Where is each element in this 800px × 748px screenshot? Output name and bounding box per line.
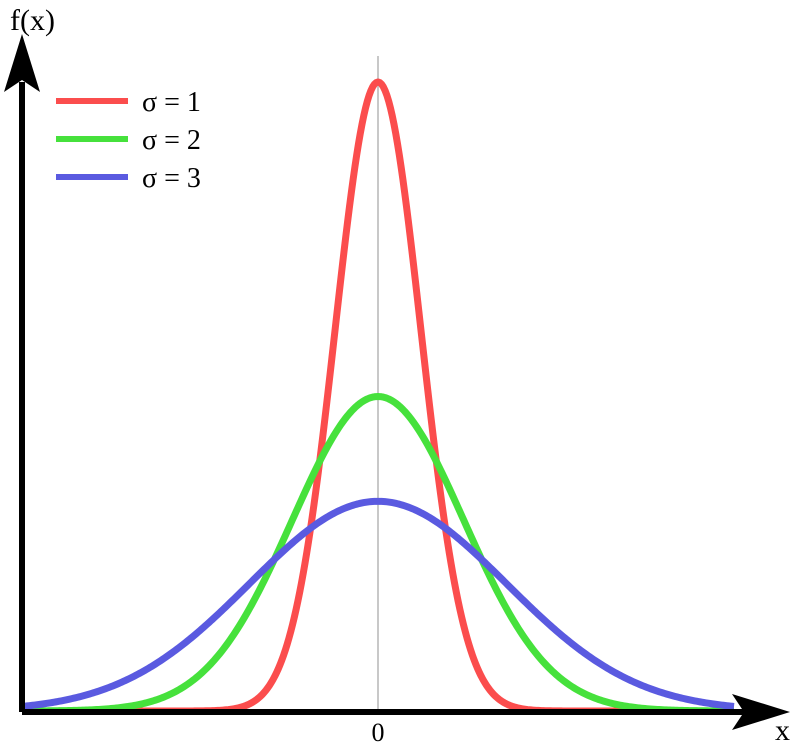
- series-line-2: [20, 393, 736, 715]
- x-axis-label: x: [775, 714, 790, 747]
- x-axis-arrow-icon: [732, 694, 790, 730]
- y-axis-arrow-icon: [4, 34, 40, 92]
- x-tick-label: 0: [372, 718, 385, 747]
- legend: σ = 1 σ = 2 σ = 3: [56, 87, 201, 194]
- series-line-3: [20, 497, 736, 710]
- legend-label-3: σ = 3: [142, 163, 201, 194]
- legend-label-2: σ = 2: [142, 125, 201, 156]
- y-axis-label: f(x): [10, 4, 55, 37]
- legend-label-1: σ = 1: [142, 87, 201, 118]
